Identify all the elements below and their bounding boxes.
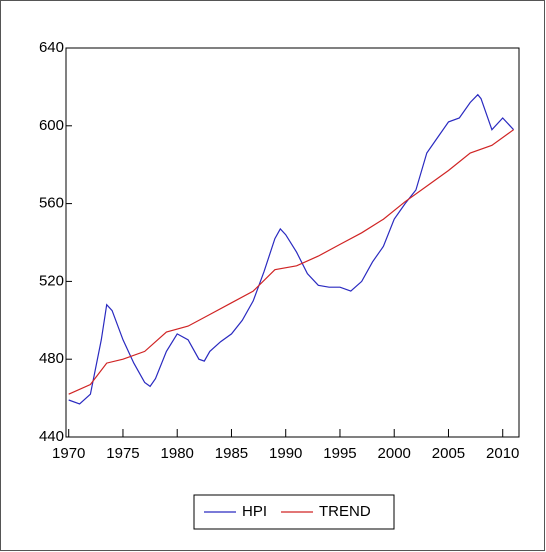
x-tick-label: 1970 — [52, 445, 85, 462]
x-tick-label: 1985 — [215, 445, 248, 462]
x-tick-label: 2005 — [432, 445, 465, 462]
x-tick-label: 2010 — [486, 445, 519, 462]
legend-label: HPI — [242, 503, 267, 520]
y-tick-label: 600 — [39, 117, 64, 134]
plot-area — [65, 47, 520, 438]
x-tick-label: 1975 — [106, 445, 139, 462]
y-tick-label: 440 — [39, 428, 64, 445]
y-tick-label: 520 — [39, 272, 64, 289]
x-tick-label: 1995 — [323, 445, 356, 462]
x-tick-label: 1990 — [269, 445, 302, 462]
y-tick-label: 640 — [39, 39, 64, 56]
y-tick-label: 480 — [39, 350, 64, 367]
x-tick-label: 1980 — [161, 445, 194, 462]
x-tick-label: 2000 — [378, 445, 411, 462]
series-line — [68, 129, 514, 395]
series-line — [68, 93, 515, 405]
legend-label: TREND — [319, 503, 371, 520]
y-tick-label: 560 — [39, 195, 64, 212]
